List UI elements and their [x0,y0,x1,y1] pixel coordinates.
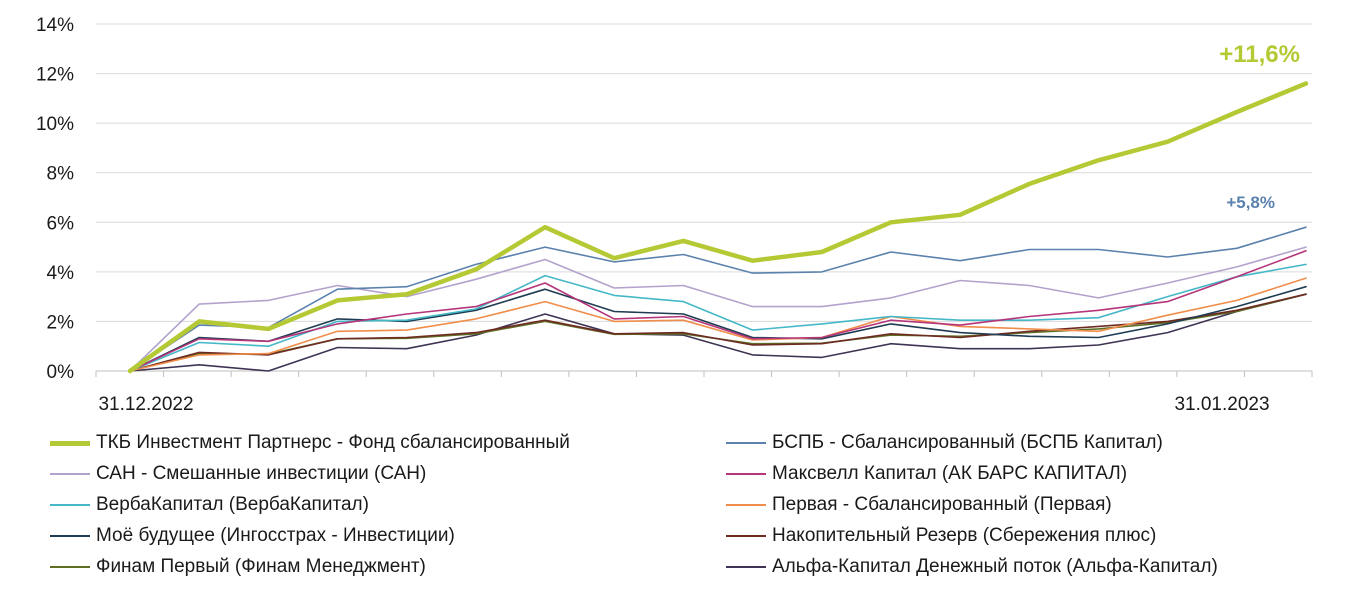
series-line [129,246,1307,372]
legend-label: Максвелл Капитал (АК БАРС КАПИТАЛ) [772,463,1128,484]
y-tick-label: 4% [47,263,75,284]
legend-label: БСПБ - Сбалансированный (БСПБ Капитал) [772,432,1163,453]
y-tick-label: 12% [36,65,74,86]
annotations: +11,6% +5,8% [1219,41,1300,212]
series-line [129,285,1307,372]
legend-swatch [50,473,90,475]
gridlines [96,23,1312,322]
legend-item: Финам Первый (Финам Менеджмент) [50,554,426,580]
legend-label: Накопительный Резерв (Сбережения плюс) [772,525,1157,546]
series-line [129,263,1307,372]
legend-item: Моё будущее (Ингосстрах - Инвестиции) [50,523,455,549]
x-axis-tick-labels: 31.12.2022 31.01.2023 [98,394,1269,415]
legend-item: Накопительный Резерв (Сбережения плюс) [726,523,1156,549]
series-lines [127,81,1309,374]
legend-item: САН - Смешанные инвестиции (САН) [50,461,426,487]
y-tick-label: 14% [36,15,74,36]
series-line [129,293,1307,372]
legend-swatch [726,442,766,444]
y-tick-label: 0% [47,362,75,383]
legend-item: Максвелл Капитал (АК БАРС КАПИТАЛ) [726,461,1127,487]
legend-label: Альфа-Капитал Денежный поток (Альфа-Капи… [772,556,1218,577]
legend-swatch [726,535,766,537]
x-tick-label: 31.12.2022 [98,394,193,415]
legend-item: ВербаКапитал (ВербаКапитал) [50,492,369,518]
line-chart: 0% 2% 4% 6% 8% 10% 12% 14% 31.12.2022 31.01.2023… [36,15,1313,415]
series-line [129,277,1307,372]
x-tick-label: 31.01.2023 [1174,394,1269,415]
series-line [129,293,1307,372]
legend-item: Первая - Сбалансированный (Первая) [726,492,1112,518]
legend-swatch [726,566,766,568]
y-tick-label: 2% [47,312,75,333]
y-tick-label: 10% [36,114,74,135]
legend-label: САН - Смешанные инвестиции (САН) [96,463,427,484]
legend-item: Альфа-Капитал Денежный поток (Альфа-Капи… [726,554,1218,580]
series-line [129,226,1307,372]
legend-label: ТКБ Инвестмент Партнерс - Фонд сбалансир… [96,432,570,453]
legend-item: ТКБ Инвестмент Партнерс - Фонд сбалансир… [50,430,570,456]
series-line [127,81,1309,374]
legend-label: ВербаКапитал (ВербаКапитал) [96,494,369,515]
data-annotation: +11,6% [1219,41,1300,68]
legend-swatch [50,566,90,568]
legend-item: БСПБ - Сбалансированный (БСПБ Капитал) [726,430,1163,456]
series-line [129,250,1307,372]
legend-swatch [726,504,766,506]
legend-swatch [50,535,90,537]
legend-label: Первая - Сбалансированный (Первая) [772,494,1112,515]
y-tick-label: 6% [47,213,75,234]
legend-label: Финам Первый (Финам Менеджмент) [96,556,426,577]
data-annotation: +5,8% [1226,193,1275,212]
y-axis-tick-labels: 0% 2% 4% 6% 8% 10% 12% 14% [36,15,74,383]
legend-swatch [50,504,90,506]
legend-swatch [50,440,90,446]
y-tick-label: 8% [47,164,75,185]
legend-swatch [726,473,766,475]
legend-label: Моё будущее (Ингосстрах - Инвестиции) [96,525,455,546]
x-axis [95,370,1313,377]
